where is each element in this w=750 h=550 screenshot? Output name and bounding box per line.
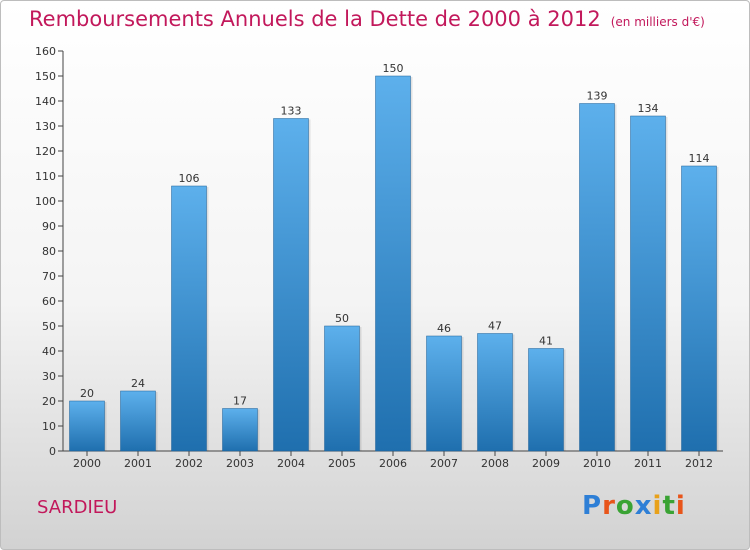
x-tick-label: 2002 [175,457,203,470]
y-tick-label: 20 [42,395,56,408]
x-tick-label: 2003 [226,457,254,470]
bar-value-label: 50 [335,312,349,325]
bars: 20 24 106 17 133 50 150 46 47 41 139 134 114 [69,62,719,452]
y-tick-label: 70 [42,270,56,283]
y-tick-label: 110 [35,170,56,183]
x-axis: 2000 2001 2002 2003 2004 2005 2006 2007 2008 2009… [63,450,723,470]
x-tick-label: 2010 [583,457,611,470]
bar [426,335,462,452]
x-tick-label: 2001 [124,457,152,470]
y-tick-label: 0 [49,445,56,458]
x-tick-label: 2004 [277,457,305,470]
y-tick-label: 10 [42,420,56,433]
y-tick-label: 120 [35,145,56,158]
bar-value-label: 139 [587,90,608,103]
x-tick-label: 2005 [328,457,356,470]
bar-value-label: 41 [539,335,553,348]
bar [222,408,258,452]
bar-value-label: 24 [131,377,145,390]
x-tick-label: 2009 [532,457,560,470]
y-tick-label: 60 [42,295,56,308]
x-tick-label: 2011 [634,457,662,470]
bar-value-label: 150 [383,62,404,75]
y-tick-label: 100 [35,195,56,208]
logo-letter: o [615,491,635,521]
bar-value-label: 114 [689,152,710,165]
y-tick-label: 80 [42,245,56,258]
logo-letter: r [602,491,616,521]
logo-letter: x [634,491,653,521]
chart-title: Remboursements Annuels de la Dette de 20… [29,7,601,31]
y-tick-label: 40 [42,345,56,358]
y-tick-label: 140 [35,95,56,108]
proxiti-logo: Proxiti [582,491,686,521]
x-tick-label: 2012 [685,457,713,470]
x-tick-label: 2008 [481,457,509,470]
y-tick-label: 130 [35,120,56,133]
logo-letter: P [582,491,603,521]
y-tick-label: 150 [35,70,56,83]
bar [171,185,207,452]
x-tick-label: 2000 [73,457,101,470]
bar-value-label: 46 [437,322,451,335]
bar [528,348,564,452]
bar [69,400,105,452]
bar [630,115,666,452]
bar-value-label: 106 [179,172,200,185]
bar-value-label: 17 [233,395,247,408]
y-tick-label: 90 [42,220,56,233]
bar-value-label: 134 [638,102,659,115]
y-tick-label: 160 [35,45,56,58]
bar [120,390,156,452]
bar [375,75,411,452]
chart-unit: (en milliers d'€) [610,15,705,29]
city-name: SARDIEU [37,497,118,518]
logo-letter: i [652,491,663,521]
bar [579,103,615,452]
bar [477,333,513,452]
bar-value-label: 20 [80,387,94,400]
logo-letter: t [662,491,676,521]
bar [324,325,360,452]
logo-letter: i [675,491,686,521]
y-axis: 0 10 20 30 40 50 60 70 80 90 100 110 120 130 140 150 160 [35,45,64,458]
bar [273,118,309,452]
y-tick-label: 30 [42,370,56,383]
x-tick-label: 2007 [430,457,458,470]
bar [681,165,717,452]
x-tick-label: 2006 [379,457,407,470]
bar-value-label: 133 [281,105,302,118]
bar-value-label: 47 [488,320,502,333]
chart-title-block: Remboursements Annuels de la Dette de 20… [29,7,705,31]
y-tick-label: 50 [42,320,56,333]
